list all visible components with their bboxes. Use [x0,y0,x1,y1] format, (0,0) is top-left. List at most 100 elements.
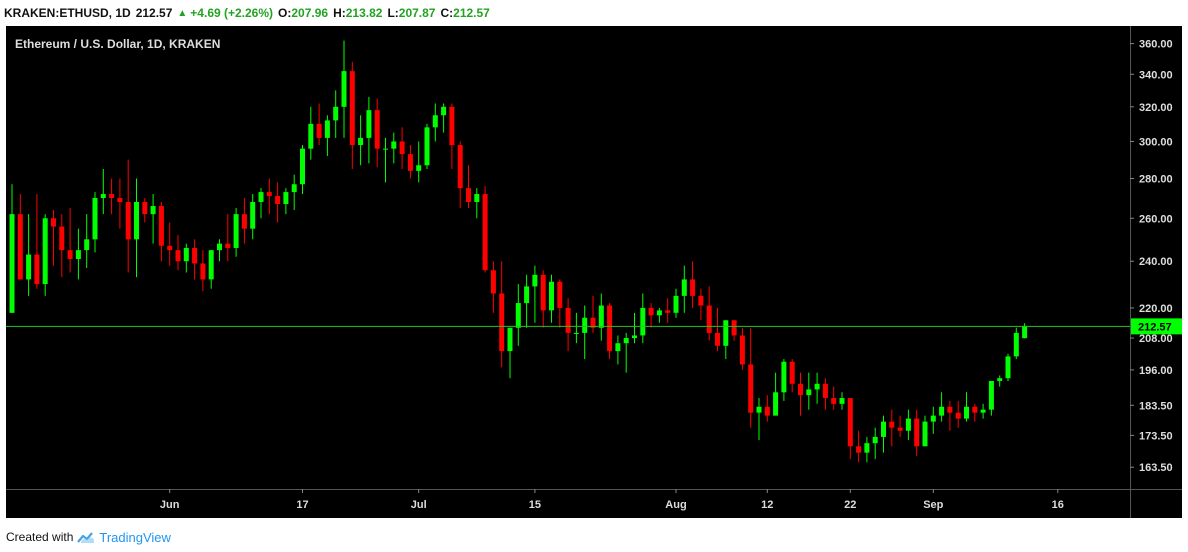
candle [905,409,911,441]
candle-body [856,446,862,453]
candle [183,243,189,273]
candle [607,303,613,360]
candle-body [341,71,347,107]
tradingview-logo-icon [77,532,95,543]
candle [822,378,828,410]
candle [150,194,156,244]
candle-body [731,320,737,336]
candle [997,375,1003,387]
candle-body [964,406,969,419]
candle-body [92,198,98,240]
candle [781,359,787,401]
candle-body [665,310,671,313]
candle-body [291,184,297,193]
candle-body [482,194,488,271]
candle-body [34,254,40,285]
candle-body [399,141,405,155]
price-tick-label: 280.00 [1139,173,1173,185]
candle [515,284,521,346]
candle [947,400,953,431]
candle-body [109,194,115,199]
candle [225,214,231,262]
candle [648,303,654,328]
candle-body [598,305,604,328]
candle-body [9,214,15,313]
candle [42,214,48,296]
candle [67,208,73,273]
candle [109,178,115,215]
candle-body [474,194,480,202]
candle [573,312,579,344]
time-axis: Jun 17 Jul 15 Aug 12 22 Sep 16 [160,489,1064,511]
candle-body [134,201,139,240]
candle-body [922,421,928,447]
candle [549,274,554,323]
candle [565,298,571,352]
candle [847,398,853,460]
candle [75,228,81,280]
candle [266,178,272,215]
open-label: O: [278,6,292,20]
candle [283,188,289,215]
candle [383,137,388,183]
candle [739,327,745,370]
candle-body [557,281,563,308]
candle [773,372,779,416]
candle-body [142,201,148,215]
candle [690,261,696,308]
candle-body [623,338,629,344]
last-price: 212.57 [135,6,173,20]
candle-body [681,279,687,296]
candle-body [490,270,496,294]
candle-body [607,305,613,352]
time-tick-label: 17 [296,499,308,511]
candlestick-chart[interactable]: 360.00 340.00 320.00 300.00 280.00 260.00 240.… [6,26,1182,518]
candle [524,274,530,328]
candle-body [499,293,505,352]
candle-body [125,201,131,240]
candle [673,288,679,318]
candle-body [308,123,314,149]
candle-body [930,415,936,422]
candle [142,198,148,223]
candle [939,392,945,422]
candle [200,250,206,292]
candle-body [266,192,272,197]
candle-body [1005,356,1011,379]
candle-body [275,196,281,205]
candle [374,98,380,168]
candle [598,293,604,341]
candle-body [905,418,911,431]
price-tick-label: 220.00 [1139,303,1173,315]
candle [125,159,131,273]
time-tick-label: 16 [1052,499,1064,511]
candle [349,61,355,169]
candle-body [258,192,264,202]
candle [839,392,845,410]
candle-body [980,409,986,413]
candle-body [706,305,712,333]
candle [241,198,247,244]
candle [399,127,405,169]
candle [391,132,397,164]
candle [366,96,372,164]
plot-area[interactable] [6,26,1130,489]
candle [557,279,563,328]
candle-body [955,412,961,419]
candle-body [167,245,173,251]
candle-body [831,398,837,404]
candle-body [549,281,554,311]
price-tick-label: 320.00 [1139,102,1173,114]
candle-body [756,406,762,413]
candle [731,320,737,341]
candle [656,307,662,323]
candle [341,40,347,138]
chart-panel[interactable]: 360.00 340.00 320.00 300.00 280.00 260.00 240.… [6,26,1182,518]
candle-body [383,148,388,150]
candle [665,298,671,323]
candle [333,90,339,138]
candle-body [690,279,696,296]
candle [623,332,629,373]
candle [540,270,546,328]
candle-body [881,421,886,437]
